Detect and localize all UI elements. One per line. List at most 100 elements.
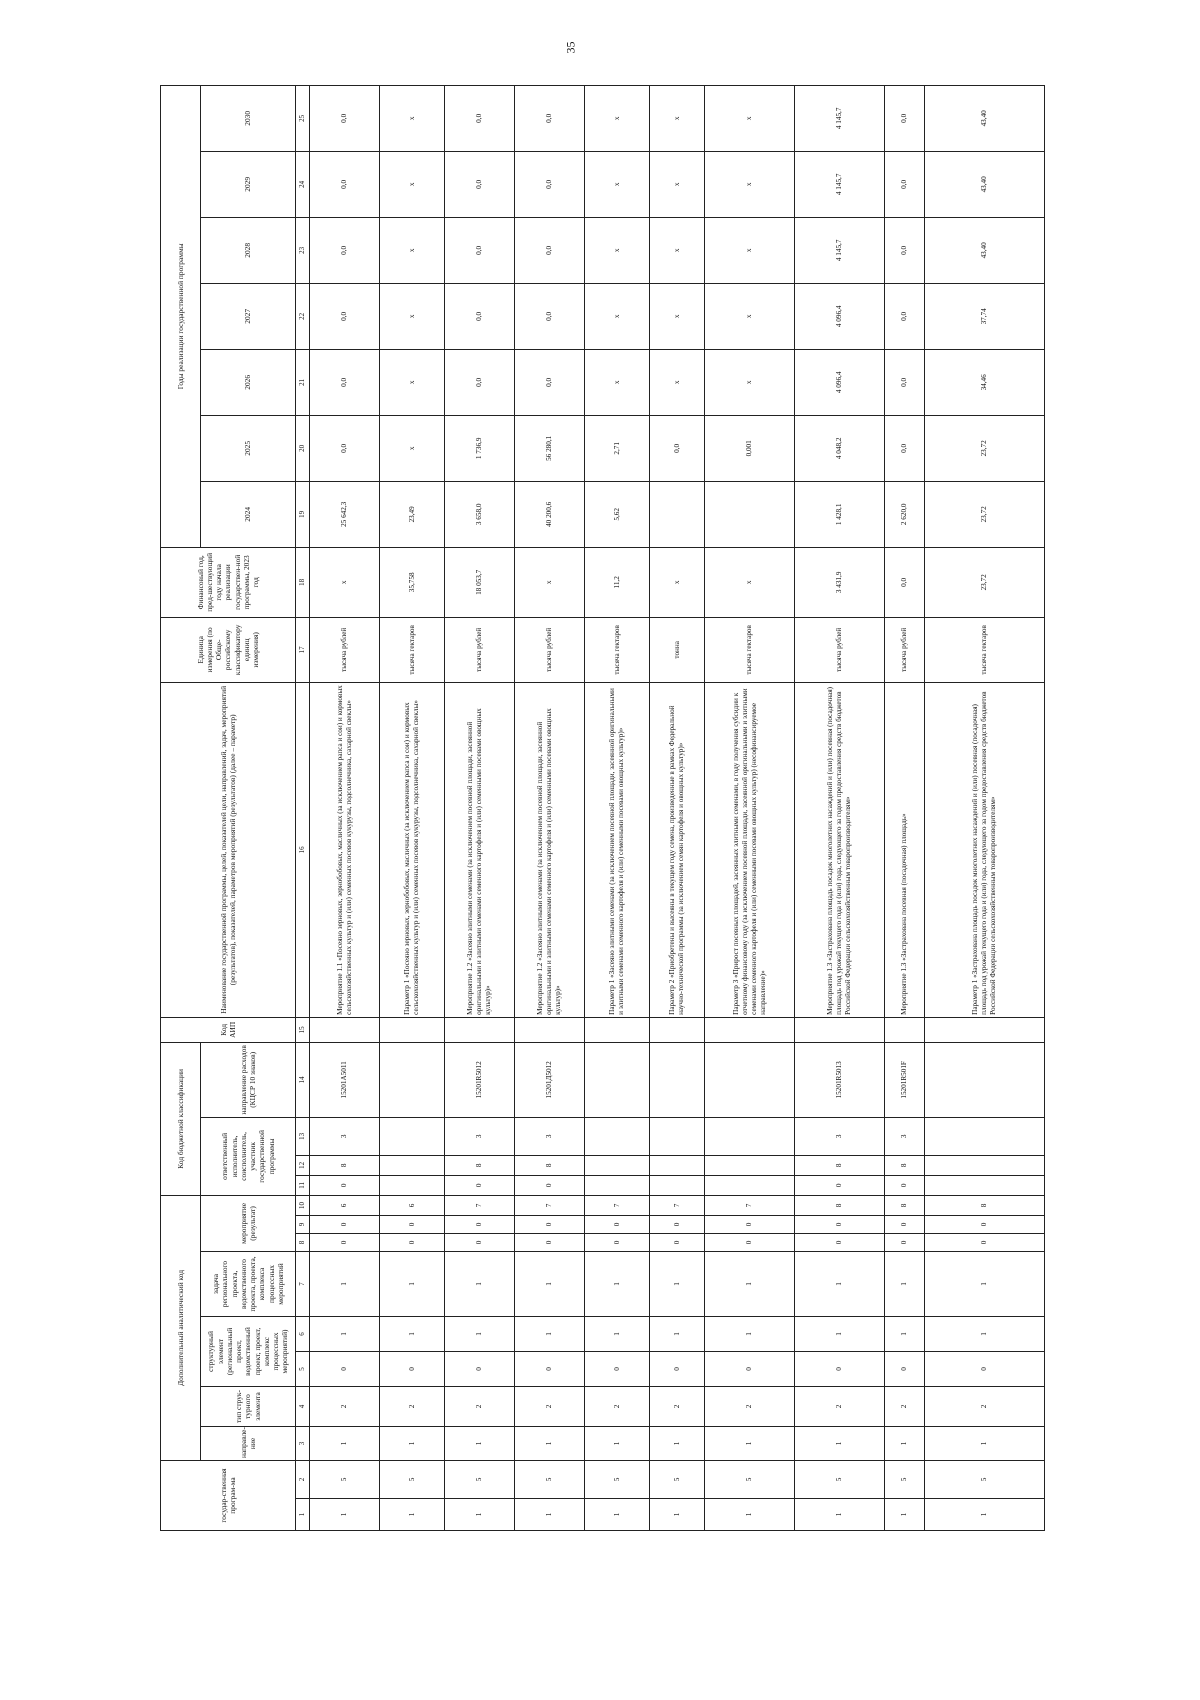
code-cell: 0 [884,1351,925,1387]
value-cell: 0,0 [884,151,925,218]
code-cell [649,1175,705,1196]
table-row: 1 5 1 2 0 1 1 0 0 7 Параметр 3 «Прирост посевных п… [704,85,795,1531]
item-name-cell: Параметр 1 «Посеяно зерновых, зернобобов… [379,682,445,1018]
code-cell: 5 [309,1460,380,1499]
value-cell: 0,0 [309,85,380,152]
code-cell: 1 [379,1426,445,1461]
code-cell: 15201Д5012 [514,1042,585,1118]
header-year: 2026 [200,349,296,416]
code-cell: 0 [309,1351,380,1387]
code-cell: 2 [704,1386,795,1427]
code-cell: 1 [884,1498,925,1531]
code-cell [584,1017,650,1043]
item-name-cell: Мероприятие 1.1 «Посеяно зерновых, зерно… [309,682,380,1018]
rotated-table-sheet: государ-ственная програм-ма Дополнительн… [160,85,1045,1531]
item-name-cell: Параметр 2 «Приобретены и высеяны в теку… [649,682,705,1018]
value-cell: 4 145,7 [794,217,885,284]
code-cell: 8 [309,1155,380,1176]
code-cell [704,1017,795,1043]
item-name-cell: Мероприятие 1.3 «Застрахована посевная (… [884,682,925,1018]
code-cell: 0 [884,1175,925,1196]
code-cell: 1 [884,1316,925,1352]
code-cell: 1 [514,1498,585,1531]
header-kcsr: направление расходов (КЦСР 10 знаков) [200,1042,296,1118]
code-cell: 1 [514,1426,585,1461]
value-cell: x [584,283,650,350]
value-cell: 5,62 [584,481,650,548]
code-cell: 5 [704,1460,795,1499]
value-cell: 0,0 [514,349,585,416]
header-structural-element: структурный элемент (региональный проект… [200,1316,296,1387]
value-cell: x [704,85,795,152]
code-cell: 0 [379,1215,445,1234]
value-cell: 37,74 [924,283,1045,350]
code-cell: 8 [444,1155,515,1176]
item-name-cell: Параметр 1 «Засеяно элитными семенами (з… [584,682,650,1018]
code-cell: 1 [309,1498,380,1531]
code-cell: 2 [794,1386,885,1427]
code-cell: 0 [924,1351,1045,1387]
page-number: 35 [563,41,578,54]
value-cell: 0,0 [884,85,925,152]
column-number: 23 [295,217,310,284]
value-cell: 3 658,0 [444,481,515,548]
column-number: 5 [295,1351,310,1387]
code-cell: 1 [514,1316,585,1352]
code-cell: 8 [514,1155,585,1176]
value-cell: 4 096,4 [794,349,885,416]
code-cell: 0 [704,1233,795,1252]
code-cell: 0 [584,1351,650,1387]
table-row: 1 5 1 2 0 1 1 0 0 7 Параметр 1 «Засеяно элитными с… [584,85,650,1531]
code-cell: 0 [794,1351,885,1387]
table-row: 1 5 1 2 0 1 1 0 0 6 Параметр 1 «Посеяно зерновых, … [379,85,445,1531]
unit-cell: тысяча гектаров [924,617,1045,683]
code-cell: 1 [794,1498,885,1531]
code-cell [704,1175,795,1196]
code-cell: 5 [584,1460,650,1499]
header-year: 2030 [200,85,296,152]
code-cell: 3 [444,1117,515,1156]
header-task: задача регионального проекта, ведомствен… [200,1251,296,1317]
header-executor: ответственный исполнитель, соисполнитель… [200,1117,296,1196]
code-cell: 0 [309,1215,380,1234]
value-cell: 43,40 [924,85,1045,152]
column-number: 19 [295,481,310,548]
value-cell [649,481,705,548]
code-cell: 6 [379,1195,445,1216]
code-cell [309,1017,380,1043]
code-cell: 0 [884,1233,925,1252]
header-year: 2028 [200,217,296,284]
code-cell [379,1155,445,1176]
code-cell: 1 [794,1316,885,1352]
value-cell: 40 200,6 [514,481,585,548]
code-cell [924,1042,1045,1118]
code-cell: 1 [584,1498,650,1531]
header-name: Наименование государственной программы, … [160,682,296,1018]
column-number: 9 [295,1215,310,1234]
unit-cell: тысяча рублей [794,617,885,683]
value-cell: x [584,349,650,416]
unit-cell: тысяча рублей [514,617,585,683]
code-cell: 5 [444,1460,515,1499]
value-cell: x [379,415,445,482]
value-cell: 2,71 [584,415,650,482]
value-cell: 56 280,1 [514,415,585,482]
code-cell: 0 [514,1175,585,1196]
column-number: 13 [295,1117,310,1156]
code-cell: 0 [444,1351,515,1387]
code-cell: 1 [924,1498,1045,1531]
code-cell: 2 [444,1386,515,1427]
code-cell: 8 [884,1155,925,1176]
code-cell: 7 [584,1195,650,1216]
code-cell: 1 [379,1498,445,1531]
table-row: 1 5 1 2 0 1 1 0 0 7 0 8 3 15201Д5012 Мероприятие 1.2 «… [514,85,585,1531]
code-cell: 0 [379,1233,445,1252]
header-se-type: тип струк-турного элемента [200,1386,296,1427]
unit-cell: тысяча гектаров [584,617,650,683]
value-cell: 0,0 [444,217,515,284]
code-cell: 1 [444,1426,515,1461]
value-cell: x [649,283,705,350]
code-cell: 7 [514,1195,585,1216]
value-cell: 3 431,9 [794,547,885,618]
header-aip: Код АИП [160,1017,296,1043]
